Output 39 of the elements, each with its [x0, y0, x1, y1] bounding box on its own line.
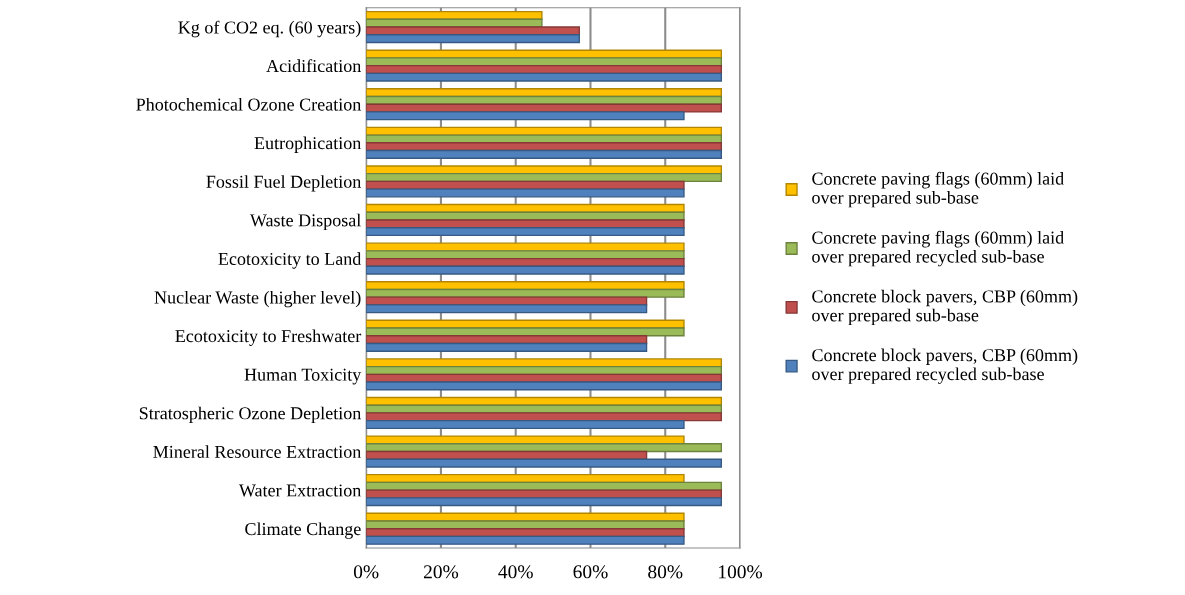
y-tick-label: Mineral Resource Extraction — [153, 445, 362, 458]
legend-label: Concrete block pavers, CBP (60mm) over prepared sub-base — [812, 289, 1078, 326]
y-tick-label: Water Extraction — [238, 484, 362, 497]
x-tick-label: 80% — [648, 565, 683, 579]
x-tick-label: 40% — [498, 565, 533, 579]
bar — [366, 149, 723, 159]
x-tick-label: 60% — [573, 565, 608, 579]
y-tick-label: Eutrophication — [254, 136, 362, 153]
y-tick-label: Human Toxicity — [244, 368, 362, 385]
bar — [366, 111, 685, 121]
bar — [366, 381, 723, 391]
y-tick-label: Ecotoxicity to Land — [218, 252, 362, 269]
x-tick-label: 100% — [719, 565, 763, 579]
bar — [366, 34, 580, 44]
bar — [366, 227, 685, 237]
bar — [366, 72, 723, 82]
bar — [366, 443, 723, 453]
legend-label: Concrete paving flags (60mm) laid over prepared sub-base — [812, 171, 1064, 208]
bar — [366, 497, 723, 507]
bar — [366, 188, 685, 198]
y-tick-label: Photochemical Ozone Creation — [136, 97, 362, 111]
y-tick-label: Fossil Fuel Depletion — [206, 175, 362, 192]
x-tick-label: 20% — [423, 565, 459, 579]
bar — [366, 304, 648, 314]
x-tick-label: 0% — [353, 565, 379, 579]
bar — [366, 535, 685, 545]
bar — [366, 458, 723, 468]
y-tick-label: Climate Change — [245, 522, 361, 539]
bar — [366, 342, 648, 352]
y-tick-label: Kg of CO2 eq. (60 years) — [178, 20, 361, 38]
y-tick-label: Waste Disposal — [249, 213, 361, 231]
legend-label: Concrete paving flags (60mm) laid over prepared recycled sub-base — [812, 230, 1064, 267]
y-tick-label: Ecotoxicity to Freshwater — [175, 329, 362, 346]
y-tick-label: Stratospheric Ozone Depletion — [139, 406, 362, 424]
legend-label: Concrete block pavers, CBP (60mm) over prepared recycled sub-base — [812, 348, 1078, 384]
y-tick-label: Nuclear Waste (higher level) — [154, 290, 361, 308]
bar — [366, 265, 685, 275]
y-tick-label: Acidification — [266, 59, 362, 73]
bar — [366, 419, 685, 430]
